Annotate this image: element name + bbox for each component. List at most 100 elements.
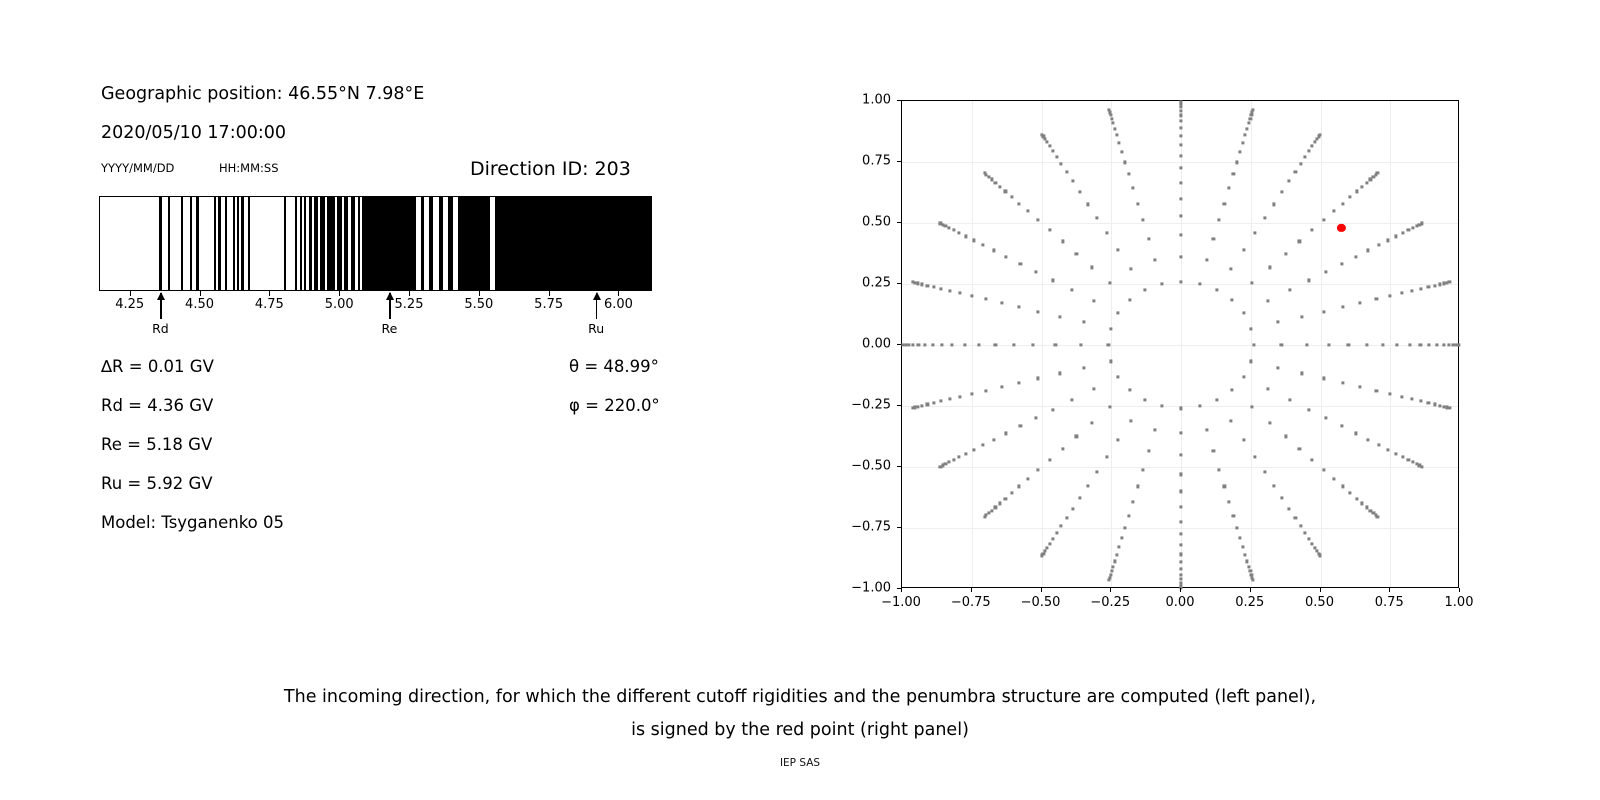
gridline-horizontal — [902, 284, 1458, 285]
penumbra-band — [438, 197, 443, 290]
direction-point — [1374, 513, 1378, 517]
direction-point — [1242, 248, 1246, 252]
direction-point — [1324, 270, 1328, 274]
direction-point — [1366, 437, 1370, 442]
x-axis-tick — [970, 588, 972, 592]
direction-point — [1230, 388, 1234, 392]
direction-point — [992, 248, 996, 253]
direction-point — [916, 343, 921, 347]
direction-point — [990, 509, 994, 513]
penumbra-band — [218, 197, 221, 290]
direction-point — [1179, 577, 1183, 581]
direction-point — [1179, 431, 1183, 435]
direction-point — [1043, 137, 1047, 141]
direction-point — [1287, 179, 1291, 183]
direction-point — [1242, 438, 1246, 442]
direction-point — [984, 513, 988, 517]
direction-point — [1116, 438, 1120, 442]
direction-point — [1059, 524, 1063, 528]
direction-point — [1288, 288, 1292, 292]
direction-point — [970, 294, 974, 298]
direction-point — [1108, 405, 1112, 409]
direction-point — [1179, 154, 1183, 158]
y-axis-tick-label: 0.25 — [862, 275, 891, 291]
direction-point — [1040, 553, 1044, 558]
direction-point — [1107, 578, 1111, 582]
direction-point — [1205, 258, 1209, 262]
direction-point — [1303, 531, 1307, 535]
stat-line: ∆R = 0.01 GV — [101, 357, 214, 376]
direction-point — [1045, 140, 1049, 144]
penumbra-axis-tick-label: 5.25 — [394, 297, 424, 312]
direction-point — [993, 181, 997, 185]
direction-point — [1143, 398, 1147, 402]
direction-point — [982, 171, 987, 175]
direction-point — [1300, 314, 1304, 319]
direction-point — [1136, 484, 1140, 488]
direction-point — [957, 455, 961, 459]
direction-point — [938, 464, 942, 469]
direction-point — [1051, 278, 1055, 282]
direction-point — [1123, 160, 1127, 164]
direction-point — [1410, 289, 1414, 293]
direction-point — [1058, 371, 1062, 375]
direction-point — [1332, 477, 1336, 481]
direction-point — [1266, 387, 1270, 391]
direction-point — [1426, 285, 1430, 289]
direction-point — [1179, 573, 1183, 577]
direction-point — [1018, 424, 1022, 428]
direction-point — [1117, 545, 1121, 549]
direction-point — [923, 343, 927, 347]
penumbra-band — [309, 197, 312, 290]
direction-point — [981, 243, 985, 247]
direction-point — [1293, 516, 1297, 520]
direction-point — [1307, 537, 1311, 541]
y-axis-tick-label: −1.00 — [851, 580, 891, 596]
direction-point — [1388, 392, 1392, 396]
direction-point — [1026, 477, 1030, 481]
direction-point — [1365, 505, 1369, 509]
direction-point — [939, 399, 943, 403]
direction-point — [1375, 171, 1380, 175]
direction-point — [1251, 108, 1255, 112]
direction-point — [1364, 343, 1369, 347]
direction-point — [1179, 102, 1183, 106]
direction-point — [1109, 326, 1113, 331]
direction-point — [1017, 201, 1021, 206]
direction-point — [1310, 144, 1314, 148]
penumbra-band — [247, 197, 250, 290]
direction-point — [1307, 149, 1311, 153]
penumbra-band — [458, 197, 490, 290]
x-axis-tick-label: 0.00 — [1165, 595, 1195, 610]
direction-point — [992, 437, 996, 442]
direction-point — [1318, 553, 1322, 558]
direction-point — [1341, 484, 1345, 489]
angle-stat-line: θ = 48.99° — [569, 357, 659, 376]
direction-point — [1307, 408, 1311, 412]
direction-point — [1317, 134, 1321, 139]
direction-point — [1117, 141, 1121, 145]
direction-point — [957, 231, 961, 235]
direction-point — [1048, 458, 1052, 462]
direction-point — [920, 404, 924, 408]
direction-point — [1438, 282, 1442, 286]
direction-point — [1408, 343, 1412, 347]
direction-point — [1010, 195, 1014, 199]
direction-point — [1447, 343, 1451, 347]
direction-point — [1179, 181, 1183, 185]
penumbra-axis-tick-label: 6.00 — [604, 297, 633, 312]
direction-point — [1435, 343, 1439, 347]
direction-point — [1272, 483, 1276, 488]
direction-point — [1179, 109, 1183, 113]
y-axis-tick — [897, 161, 901, 162]
direction-point — [1116, 311, 1120, 315]
direction-point — [1110, 569, 1114, 573]
direction-point — [1354, 189, 1359, 194]
direction-point — [1346, 343, 1350, 347]
direction-point — [958, 395, 962, 399]
direction-point — [1017, 484, 1021, 489]
direction-point — [1358, 385, 1362, 389]
direction-point — [1146, 237, 1151, 241]
direction-point — [1288, 398, 1292, 402]
y-axis-tick — [897, 405, 901, 406]
